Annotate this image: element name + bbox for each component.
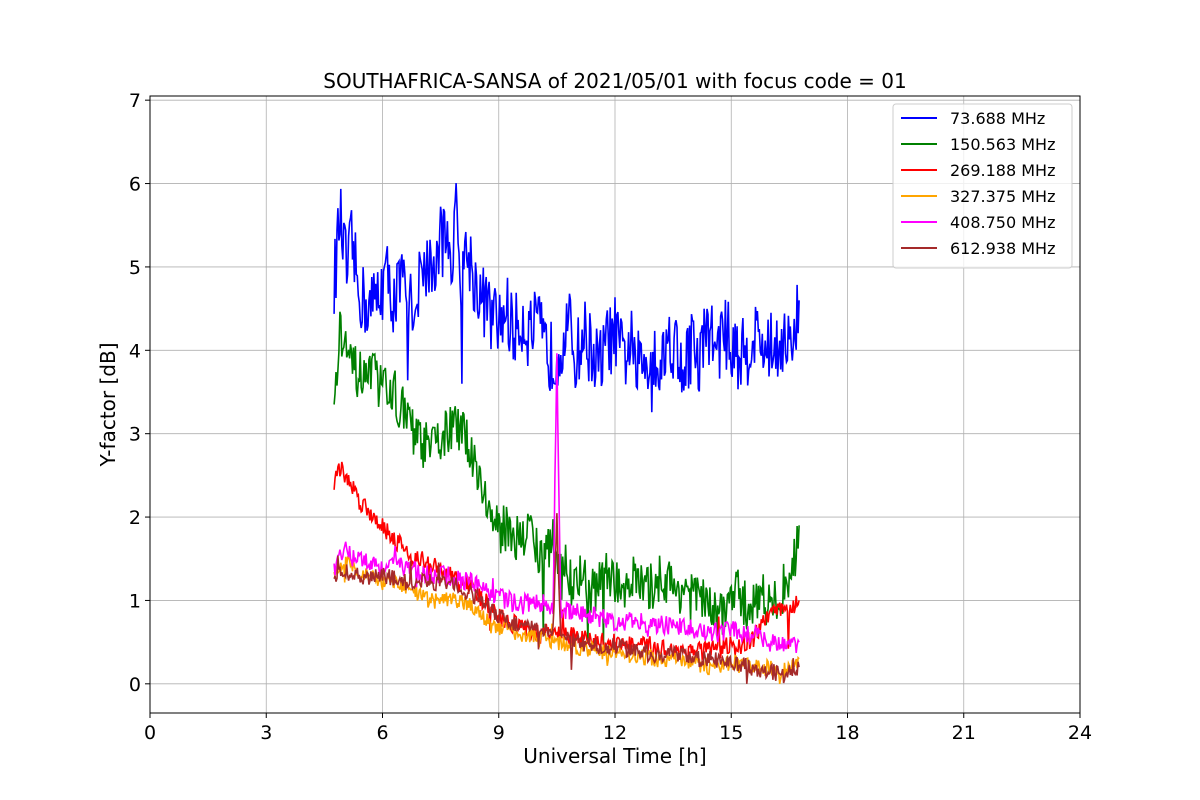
legend-entry: 73.688 MHz bbox=[950, 109, 1045, 128]
x-tick-label: 24 bbox=[1068, 722, 1092, 744]
x-tick-label: 21 bbox=[952, 722, 976, 744]
x-axis-label: Universal Time [h] bbox=[523, 744, 706, 768]
legend: 73.688 MHz 150.563 MHz 269.188 MHz 327.375 … bbox=[892, 103, 1073, 269]
series-line bbox=[333, 183, 800, 413]
series-line bbox=[333, 513, 800, 684]
legend-entry: 327.375 MHz bbox=[950, 187, 1055, 206]
x-tick-label: 9 bbox=[493, 722, 505, 744]
x-tick-label: 0 bbox=[144, 722, 156, 744]
y-tick-label: 1 bbox=[129, 590, 141, 612]
y-tick-label: 4 bbox=[129, 340, 141, 362]
x-tick-label: 12 bbox=[603, 722, 627, 744]
y-tick-label: 7 bbox=[129, 90, 141, 112]
y-axis-label: Y-factor [dB] bbox=[96, 342, 120, 467]
y-tick-label: 5 bbox=[129, 257, 141, 279]
x-tick-label: 18 bbox=[835, 722, 859, 744]
legend-entry: 150.563 MHz bbox=[950, 135, 1055, 154]
x-tick-label: 15 bbox=[719, 722, 743, 744]
legend-box bbox=[892, 103, 1073, 269]
y-tick-label: 6 bbox=[129, 174, 141, 196]
x-tick-label: 3 bbox=[260, 722, 272, 744]
plot-area bbox=[333, 183, 800, 684]
legend-entry: 612.938 MHz bbox=[950, 239, 1055, 258]
y-tick-label: 3 bbox=[129, 424, 141, 446]
x-tick-label: 6 bbox=[376, 722, 388, 744]
legend-entry: 408.750 MHz bbox=[950, 213, 1055, 232]
series-line bbox=[333, 311, 800, 647]
series-line bbox=[333, 555, 800, 684]
y-tick-label: 2 bbox=[129, 507, 141, 529]
legend-entry: 269.188 MHz bbox=[950, 161, 1055, 180]
y-tick-label: 0 bbox=[129, 674, 141, 696]
chart-title: SOUTHAFRICA-SANSA of 2021/05/01 with foc… bbox=[323, 69, 907, 93]
